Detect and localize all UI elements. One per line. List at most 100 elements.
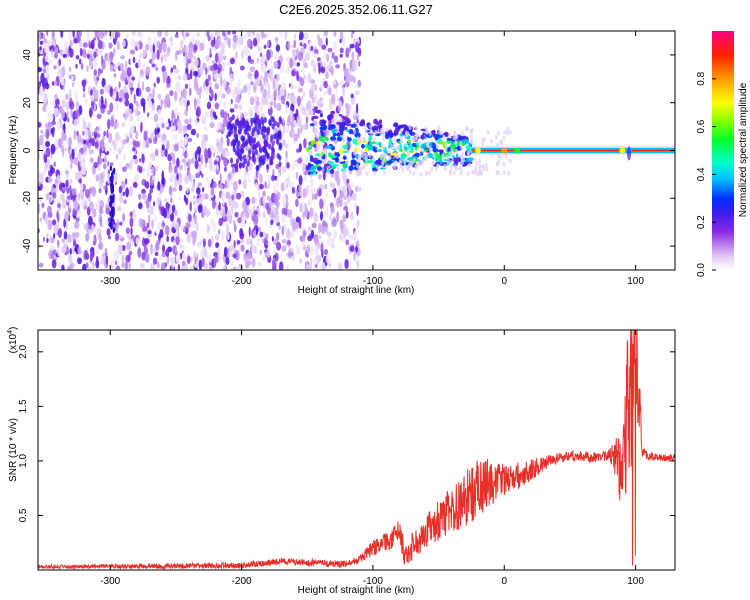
spectrogram-cell [218, 122, 223, 131]
spectrogram-cell [342, 137, 345, 143]
spectrogram-cell [103, 185, 107, 190]
spectrogram-cell [116, 254, 120, 264]
snr-x-tick-label: -200 [232, 576, 252, 587]
spectrogram-cell [143, 139, 146, 150]
spectrogram-cell [215, 233, 220, 241]
spectrogram-cell [467, 150, 471, 156]
spectrogram-cell [331, 128, 336, 134]
spectrogram-cell [187, 137, 193, 143]
spectrogram-cell [110, 197, 113, 204]
spectrogram-cell [175, 80, 181, 91]
spectrogram-cell [86, 228, 92, 234]
spectrogram-cell [128, 103, 134, 110]
spectrogram-cell [226, 180, 230, 190]
spectrogram-cell [255, 228, 258, 236]
spectrogram-cell [308, 146, 313, 150]
spectrogram-cell [419, 171, 423, 177]
spectrogram-cell [494, 134, 498, 140]
spectrogram-cell [199, 66, 204, 76]
spectrogram-cell [188, 41, 194, 52]
spectrogram-cell [214, 102, 220, 110]
carrier-blip [514, 147, 521, 154]
spectrogram-cell [94, 39, 97, 45]
spectrogram-cell [250, 238, 253, 245]
spectrogram-cell [155, 165, 159, 172]
spectrogram-cell [293, 33, 297, 40]
spectrogram-cell [297, 127, 301, 139]
spectrogram-cell [124, 108, 130, 119]
spectrogram-cell [292, 58, 297, 67]
spectrogram-cell [176, 172, 179, 181]
spectrogram-cell [282, 117, 285, 126]
spectrogram-cell [299, 191, 303, 197]
snr-x-tick-label: -100 [363, 576, 383, 587]
snr-y-multiplier: (x104) [7, 327, 19, 354]
spectrogram-cell [61, 134, 67, 141]
spectrogram-cell [275, 44, 281, 52]
spectrogram-cell [86, 231, 89, 242]
spectrogram-cell [123, 85, 128, 92]
spectrogram-cell [324, 136, 329, 142]
spectrogram-cell [50, 252, 54, 260]
spectrogram-cell [129, 115, 134, 122]
spectrogram-cell [68, 264, 73, 270]
spectrogram-cell [195, 118, 198, 126]
spectrogram-cell [294, 161, 299, 168]
spectrogram-cell [233, 240, 236, 248]
spectrogram-cell [191, 59, 195, 69]
spectrogram-cell [139, 31, 143, 40]
spectrogram-cell [212, 222, 217, 234]
spectrogram-cell [86, 65, 89, 73]
spectrogram-cell [196, 146, 202, 155]
spectrogram-cell [190, 69, 193, 80]
spectrogram-cell [181, 244, 186, 250]
spectrogram-cell [161, 65, 166, 73]
spectrogram-cell [379, 167, 386, 170]
spectrogram-cell [247, 137, 252, 144]
spectrogram-cell [161, 222, 166, 227]
spectrogram-cell [368, 144, 374, 151]
spectrogram-cell [181, 31, 185, 37]
spectrogram-cell [203, 31, 206, 38]
spectrogram-cell [369, 124, 373, 130]
spectrogram-cell [98, 31, 103, 37]
spectrogram-cell [161, 250, 167, 258]
spectrogram-cell [44, 55, 49, 62]
spectrogram-cell [156, 127, 161, 133]
spectrogram-cell [39, 40, 44, 45]
spectrogram-cell [347, 119, 351, 124]
spectrogram-cell [159, 229, 164, 239]
spectrogram-cell [261, 238, 265, 244]
spectrogram-cell [135, 130, 139, 140]
spectrogram-cell [430, 166, 434, 172]
spectrogram-cell [230, 140, 234, 147]
spectrogram-cell [233, 104, 239, 109]
spectrogram-cell [276, 241, 282, 251]
spectrogram-cell [389, 144, 393, 150]
spectrogram-cell [325, 37, 328, 46]
colorbar: 0.0 0.2 0.4 0.6 0.8 Normalized spectral ampl… [696, 31, 749, 277]
spectrogram-cell [200, 154, 204, 165]
spectrogram-cell [67, 49, 70, 58]
spectrogram-cell [378, 141, 382, 148]
spectrogram-cell [369, 129, 373, 135]
spectrogram-cell [197, 182, 202, 187]
spectrogram-cell [347, 195, 353, 201]
spectrogram-cell [399, 128, 403, 134]
spectrogram-cell [338, 149, 343, 155]
spectrogram-cell [496, 169, 500, 175]
spectrogram-cell [225, 150, 231, 157]
spectrogram-cell [57, 212, 60, 224]
spectrogram-cell [259, 183, 264, 190]
spectrogram-cell [146, 243, 149, 250]
spectrogram-cell [68, 31, 72, 42]
spectrogram-cell [213, 160, 218, 166]
spectrogram-cell [109, 221, 112, 228]
spectrogram-cell [188, 49, 193, 60]
spectrogram-cell [325, 191, 329, 199]
spectrogram-cell [151, 31, 155, 35]
spectrogram-cell [195, 39, 201, 46]
spectrogram-cell [176, 157, 180, 168]
spectrogram-cell [56, 240, 60, 247]
spectrogram-cell [274, 78, 278, 89]
